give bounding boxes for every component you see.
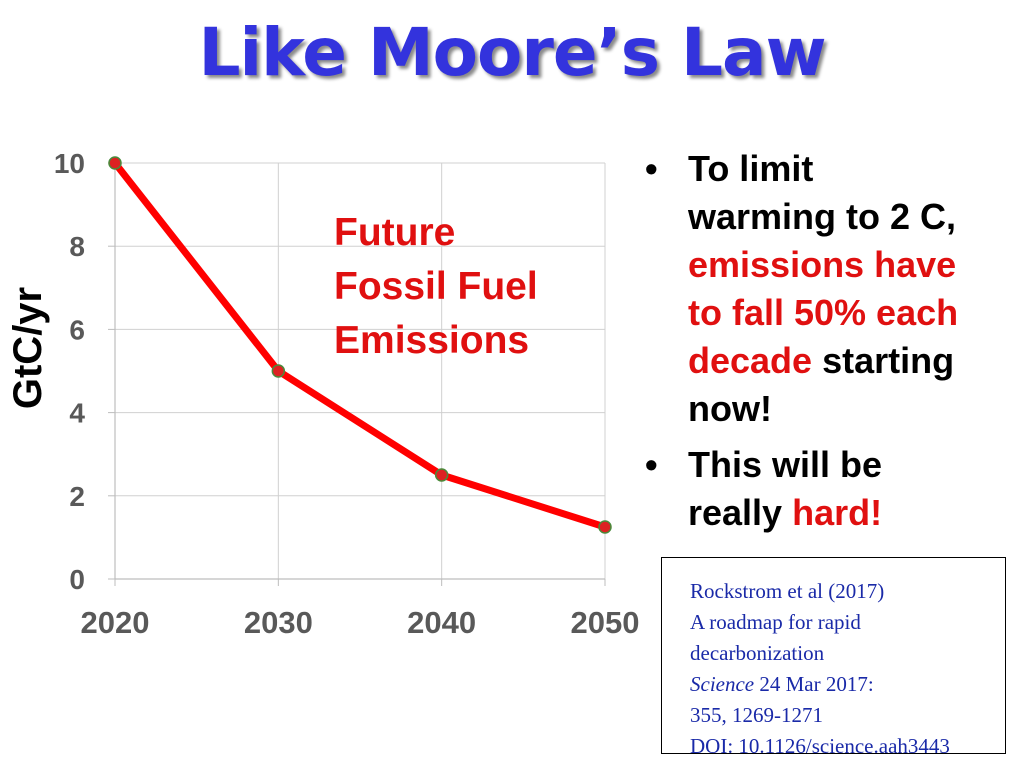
data-point-2020	[108, 156, 122, 170]
y-tick-label: 8	[69, 231, 85, 262]
citation-journal: Science	[690, 672, 755, 696]
bullet-item-really-hard: This will be really hard!	[645, 441, 1015, 537]
citation-volume: 355, 1269-1271	[690, 703, 823, 727]
bullet-1-line-3: emissions have	[688, 244, 957, 285]
bullet-1-line-1: To limit	[688, 148, 814, 189]
bullet-1-line-2: warming to 2 C,	[688, 196, 957, 237]
bullet-1-line-5-black: starting	[812, 340, 955, 381]
y-tick-label: 4	[69, 398, 85, 429]
citation-date: 24 Mar 2017:	[754, 672, 874, 696]
slide-title: Like Moore’s Law	[198, 14, 826, 91]
x-tick-labels: 2020 2030 2040 2050	[81, 605, 640, 640]
y-tick-label: 2	[69, 481, 85, 512]
annotation-line-2: Fossil Fuel	[334, 265, 538, 308]
y-tick-label: 0	[69, 564, 85, 595]
citation-title-line-1: A roadmap for rapid	[690, 610, 861, 634]
bullet-item-limit-warming: To limit warming to 2 C, emissions have …	[645, 145, 1015, 433]
bullet-2-line-1: This will be	[688, 444, 883, 485]
bullet-1-line-4: to fall 50% each	[688, 292, 959, 333]
y-tick-label: 6	[69, 314, 85, 345]
x-tick-label: 2050	[571, 605, 640, 640]
chart-annotation: Future Fossil Fuel Emissions	[334, 206, 538, 368]
bullet-1-line-6: now!	[688, 388, 772, 429]
citation-box: Rockstrom et al (2017) A roadmap for rap…	[661, 557, 1006, 758]
series-layer	[108, 156, 612, 534]
bullet-2-line-2-red: hard!	[792, 492, 883, 533]
annotation-line-3: Emissions	[334, 319, 530, 362]
citation-title-line-2: decarbonization	[690, 641, 825, 665]
x-tick-label: 2030	[244, 605, 313, 640]
data-point-2030	[271, 364, 286, 378]
y-tick-label: 10	[54, 148, 85, 179]
citation-journal-line: Science 24 Mar 2017:	[690, 669, 1005, 700]
data-point-2040	[434, 468, 449, 482]
citation-doi: DOI: 10.1126/science.aah3443	[690, 734, 950, 758]
emissions-line-chart: 0 2 4 6 8 10 2020 2030 2040 2050 GtC/yr	[6, 148, 640, 640]
bullet-2-line-2-black: really	[688, 492, 793, 533]
bullet-1-line-5: decade starting	[688, 337, 1015, 385]
y-tick-labels: 0 2 4 6 8 10	[54, 148, 86, 595]
citation-authors: Rockstrom et al (2017)	[690, 579, 885, 603]
bullet-1-line-5-red: decade	[688, 340, 813, 381]
data-point-2050	[598, 520, 612, 534]
y-axis-label: GtC/yr	[6, 287, 50, 409]
x-tick-label: 2020	[81, 605, 150, 640]
bullet-list: To limit warming to 2 C, emissions have …	[645, 145, 1015, 545]
x-tick-label: 2040	[407, 605, 476, 640]
series-line	[111, 159, 609, 531]
bullet-2-line-2: really hard!	[688, 489, 1015, 537]
annotation-line-1: Future	[334, 211, 456, 254]
